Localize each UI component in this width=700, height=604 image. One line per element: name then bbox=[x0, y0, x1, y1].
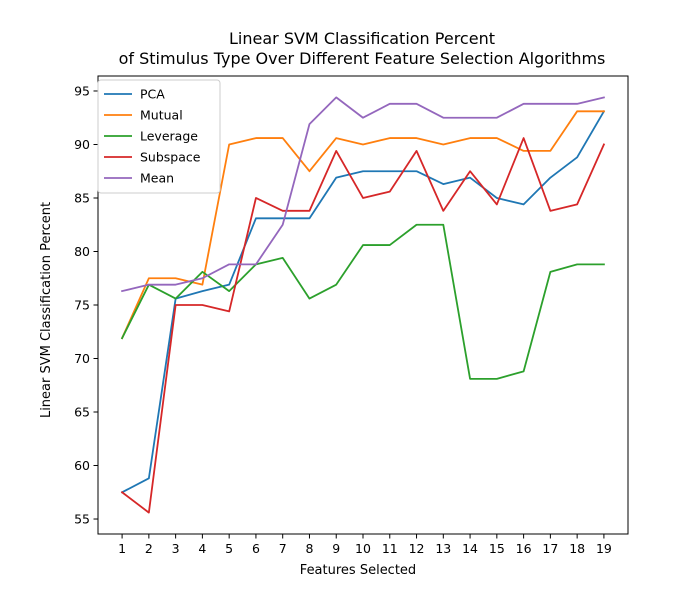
legend-box bbox=[97, 79, 221, 194]
x-tick-label: 16 bbox=[516, 541, 532, 556]
series-line-mutual bbox=[120, 110, 605, 340]
series-line-pca bbox=[120, 110, 606, 494]
x-tick-label: 10 bbox=[355, 541, 371, 556]
x-tick-label: 5 bbox=[225, 541, 233, 556]
x-tick-label: 7 bbox=[279, 541, 287, 556]
x-tick-label: 2 bbox=[145, 541, 153, 556]
legend-label-leverage: Leverage bbox=[140, 129, 198, 144]
legend-label-mutual: Mutual bbox=[140, 108, 183, 123]
chart-title-line-2: of Stimulus Type Over Different Feature … bbox=[119, 49, 606, 68]
y-axis-label: Linear SVM Classification Percent bbox=[39, 202, 54, 418]
y-tick-label: 60 bbox=[74, 458, 90, 473]
x-tick-label: 15 bbox=[489, 541, 505, 556]
legend-label-pca: PCA bbox=[140, 87, 165, 102]
series-line-leverage bbox=[120, 223, 605, 380]
legend-label-subspace: Subspace bbox=[140, 150, 201, 165]
x-axis-label: Features Selected bbox=[300, 563, 416, 578]
legend: PCA Mutual Leverage Subspace Mean bbox=[97, 79, 221, 194]
y-tick-label: 65 bbox=[74, 405, 90, 420]
x-tick-label: 19 bbox=[596, 541, 612, 556]
x-tick-label: 11 bbox=[382, 541, 398, 556]
x-tick-label: 6 bbox=[252, 541, 260, 556]
y-tick-label: 55 bbox=[74, 512, 90, 527]
series-layer bbox=[120, 96, 606, 514]
x-tick-label: 14 bbox=[462, 541, 478, 556]
y-tick-label: 80 bbox=[74, 244, 90, 259]
y-tick-label: 75 bbox=[74, 298, 90, 313]
x-tick-label: 13 bbox=[435, 541, 451, 556]
series-line-subspace bbox=[120, 137, 606, 514]
x-tick-label: 17 bbox=[542, 541, 558, 556]
x-tick-label: 1 bbox=[118, 541, 126, 556]
axes-layer: 1 2 3 4 5 6 7 8 9 10 11 12 13 14 15 16 17 18 1955606570758… bbox=[74, 75, 629, 556]
chart-title-line-1: Linear SVM Classification Percent bbox=[229, 29, 495, 48]
legend-label-mean: Mean bbox=[140, 171, 174, 186]
series-line-mean bbox=[121, 96, 605, 293]
x-tick-label: 12 bbox=[409, 541, 425, 556]
x-tick-label: 9 bbox=[332, 541, 340, 556]
y-tick-label: 85 bbox=[74, 190, 90, 205]
y-tick-label: 70 bbox=[74, 351, 90, 366]
x-tick-label: 3 bbox=[172, 541, 180, 556]
x-tick-label: 4 bbox=[198, 541, 206, 556]
y-tick-label: 90 bbox=[74, 137, 90, 152]
x-tick-label: 8 bbox=[305, 541, 313, 556]
x-tick-label: 18 bbox=[569, 541, 585, 556]
y-tick-label: 95 bbox=[74, 83, 90, 98]
